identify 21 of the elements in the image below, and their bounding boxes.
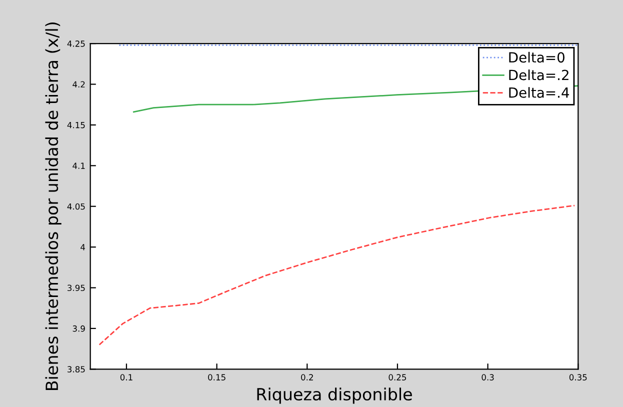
y-tick-label: 4.1 <box>72 162 85 169</box>
y-tick-label: 3.85 <box>68 366 85 372</box>
y-axis-title: Bienes intermedios por unidad de tierra (x/l) <box>45 22 62 390</box>
y-tick-label: 3.9 <box>72 325 85 332</box>
y-tick-label: 4.2 <box>72 81 85 88</box>
x-tick-label: 0.1 <box>120 374 132 380</box>
line-series <box>98 204 576 346</box>
y-tick-label: 4 <box>80 244 86 250</box>
x-tick-label: 0.35 <box>569 374 587 380</box>
legend-label: Delta=0 <box>509 52 564 63</box>
y-tick-label: 4.15 <box>67 122 85 128</box>
x-tick-label: 0.25 <box>388 374 406 380</box>
y-tick-label: 4.05 <box>67 203 85 210</box>
x-tick-label: 0.3 <box>482 374 494 380</box>
y-tick-label: 3.95 <box>68 284 85 292</box>
x-tick-label: 0.15 <box>208 374 226 380</box>
legend-label: Delta=.4 <box>509 87 570 98</box>
legend-label: Delta=.2 <box>509 69 568 80</box>
x-axis-title: Riqueza disponible <box>257 388 412 404</box>
x-tick-label: 0.2 <box>301 374 313 380</box>
y-tick-label: 4.25 <box>67 40 85 47</box>
